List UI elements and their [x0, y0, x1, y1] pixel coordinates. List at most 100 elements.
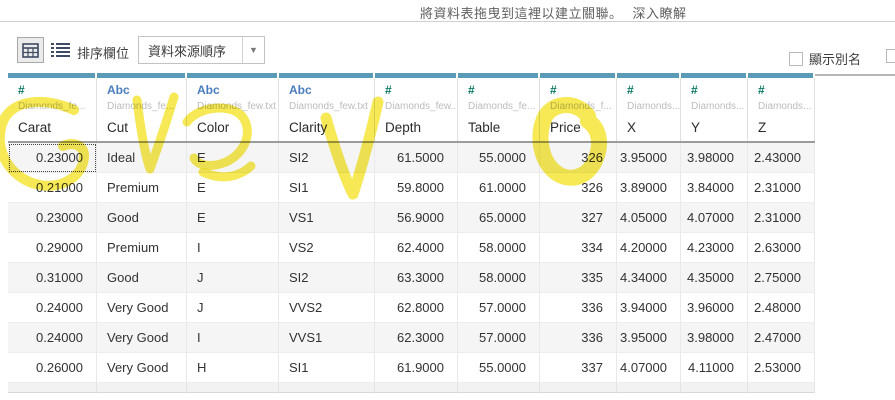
cell-carat[interactable]: 0.23000 — [8, 143, 97, 173]
cell-table[interactable]: 61.0000 — [458, 173, 540, 203]
column-header-table[interactable]: # Diamonds_fe... Table — [458, 78, 540, 141]
cell-y[interactable]: 4.07000 — [681, 203, 748, 233]
cell-table[interactable]: 57.0000 — [458, 293, 540, 323]
cell-depth[interactable]: 62.3000 — [375, 323, 458, 353]
cell-cut[interactable]: Premium — [97, 233, 187, 263]
cell-x[interactable]: 4.05000 — [617, 203, 681, 233]
cell-table[interactable]: 57.0000 — [458, 323, 540, 353]
cell-depth[interactable]: 63.3000 — [375, 263, 458, 293]
cell-carat[interactable]: 0.21000 — [8, 173, 97, 203]
cell-cut[interactable]: Very Good — [97, 353, 187, 383]
cell-x[interactable]: 3.89000 — [617, 173, 681, 203]
cell-z[interactable]: 2.31000 — [748, 173, 815, 203]
cell-color[interactable]: J — [187, 263, 279, 293]
grid-view-button[interactable] — [17, 37, 44, 63]
cell-z[interactable]: 2.43000 — [748, 143, 815, 173]
cell-z[interactable]: 2.75000 — [748, 263, 815, 293]
cell-clarity[interactable]: SI2 — [279, 143, 375, 173]
cell-table[interactable]: 65.0000 — [458, 203, 540, 233]
column-header-depth[interactable]: # Diamonds_few... Depth — [375, 78, 458, 141]
cell-price[interactable]: 326 — [540, 143, 617, 173]
cell-color[interactable]: I — [187, 233, 279, 263]
cell-carat[interactable]: 0.29000 — [8, 233, 97, 263]
cell-clarity[interactable]: VS2 — [279, 233, 375, 263]
cell-color[interactable]: H — [187, 353, 279, 383]
cell-cut[interactable]: Very Good — [97, 293, 187, 323]
cell-table[interactable]: 55.0000 — [458, 353, 540, 383]
cell-cut[interactable]: Good — [97, 203, 187, 233]
cell-depth[interactable]: 61.5000 — [375, 143, 458, 173]
cell-color[interactable]: E — [187, 173, 279, 203]
show-aliases-checkbox[interactable] — [789, 51, 803, 66]
cell-price[interactable]: 335 — [540, 263, 617, 293]
cell-price[interactable]: 326 — [540, 173, 617, 203]
cell-y[interactable]: 4.35000 — [681, 263, 748, 293]
cell-table[interactable]: 58.0000 — [458, 233, 540, 263]
cell-y[interactable]: 4.11000 — [681, 353, 748, 383]
column-name-label: Color — [197, 120, 230, 135]
cell-carat[interactable]: 0.24000 — [8, 293, 97, 323]
cell-clarity[interactable]: VS1 — [279, 203, 375, 233]
cell-clarity[interactable]: SI1 — [279, 353, 375, 383]
cell-y[interactable]: 3.98000 — [681, 143, 748, 173]
column-header-y[interactable]: # Diamonds... Y — [681, 78, 748, 141]
cell-color[interactable]: J — [187, 293, 279, 323]
column-header-x[interactable]: # Diamonds... X — [617, 78, 681, 141]
cell-y[interactable]: 4.23000 — [681, 233, 748, 263]
cell-clarity[interactable]: VVS1 — [279, 323, 375, 353]
list-view-button[interactable] — [49, 40, 71, 60]
cell-color[interactable]: E — [187, 143, 279, 173]
column-source-label: Diamonds... — [627, 101, 681, 112]
clipped-checkbox[interactable] — [886, 49, 895, 63]
cell-clarity[interactable]: VVS2 — [279, 293, 375, 323]
cell-y[interactable]: 3.98000 — [681, 323, 748, 353]
cell-price[interactable]: 337 — [540, 353, 617, 383]
column-name-label: Table — [468, 120, 501, 135]
cell-color[interactable]: E — [187, 203, 279, 233]
cell-z[interactable]: 2.47000 — [748, 323, 815, 353]
cell-price[interactable]: 327 — [540, 203, 617, 233]
column-header-clarity[interactable]: Abc Diamonds_few.txt Clarity — [279, 78, 375, 141]
cell-y[interactable]: 3.84000 — [681, 173, 748, 203]
cell-y[interactable]: 3.96000 — [681, 293, 748, 323]
cell-x[interactable]: 4.20000 — [617, 233, 681, 263]
cell-x[interactable]: 3.94000 — [617, 293, 681, 323]
column-header-price[interactable]: # Diamonds_f... Price — [540, 78, 617, 141]
cell-x[interactable]: 4.34000 — [617, 263, 681, 293]
column-header-carat[interactable]: # Diamonds_fe... Carat — [8, 78, 97, 141]
cell-table[interactable]: 55.0000 — [458, 143, 540, 173]
cell-cut[interactable]: Premium — [97, 173, 187, 203]
cell-cut[interactable]: Good — [97, 263, 187, 293]
cell-z[interactable]: 2.53000 — [748, 353, 815, 383]
cell-x[interactable]: 4.07000 — [617, 353, 681, 383]
cell-carat[interactable]: 0.23000 — [8, 203, 97, 233]
cell-price[interactable]: 336 — [540, 293, 617, 323]
cell-depth[interactable]: 62.4000 — [375, 233, 458, 263]
cell-clarity[interactable]: SI2 — [279, 263, 375, 293]
sort-order-dropdown[interactable]: 資料來源順序 ▼ — [138, 36, 265, 64]
cell-depth[interactable]: 61.9000 — [375, 353, 458, 383]
cell-z[interactable]: 2.63000 — [748, 233, 815, 263]
cell-table[interactable]: 58.0000 — [458, 263, 540, 293]
cell-color[interactable]: I — [187, 323, 279, 353]
cell-clarity[interactable]: SI1 — [279, 173, 375, 203]
cell-z[interactable]: 2.48000 — [748, 293, 815, 323]
cell-price[interactable]: 334 — [540, 233, 617, 263]
column-source-label: Diamonds_f... — [550, 101, 612, 112]
column-header-cut[interactable]: Abc Diamonds_fe... Cut — [97, 78, 187, 141]
cell-carat[interactable]: 0.26000 — [8, 353, 97, 383]
cell-price[interactable]: 336 — [540, 323, 617, 353]
column-header-color[interactable]: Abc Diamonds_few.txt Color — [187, 78, 279, 141]
cell-x[interactable]: 3.95000 — [617, 323, 681, 353]
cell-depth[interactable]: 59.8000 — [375, 173, 458, 203]
cell-carat[interactable]: 0.24000 — [8, 323, 97, 353]
cell-cut[interactable]: Very Good — [97, 323, 187, 353]
cell-cut[interactable]: Ideal — [97, 143, 187, 173]
cell-z[interactable]: 2.31000 — [748, 203, 815, 233]
cell-carat[interactable]: 0.31000 — [8, 263, 97, 293]
cell-x[interactable]: 3.95000 — [617, 143, 681, 173]
cell-depth[interactable]: 62.8000 — [375, 293, 458, 323]
column-header-z[interactable]: # Diamonds... Z — [748, 78, 815, 141]
cell-depth[interactable]: 56.9000 — [375, 203, 458, 233]
learn-more-link[interactable]: 深入瞭解 — [632, 6, 687, 21]
